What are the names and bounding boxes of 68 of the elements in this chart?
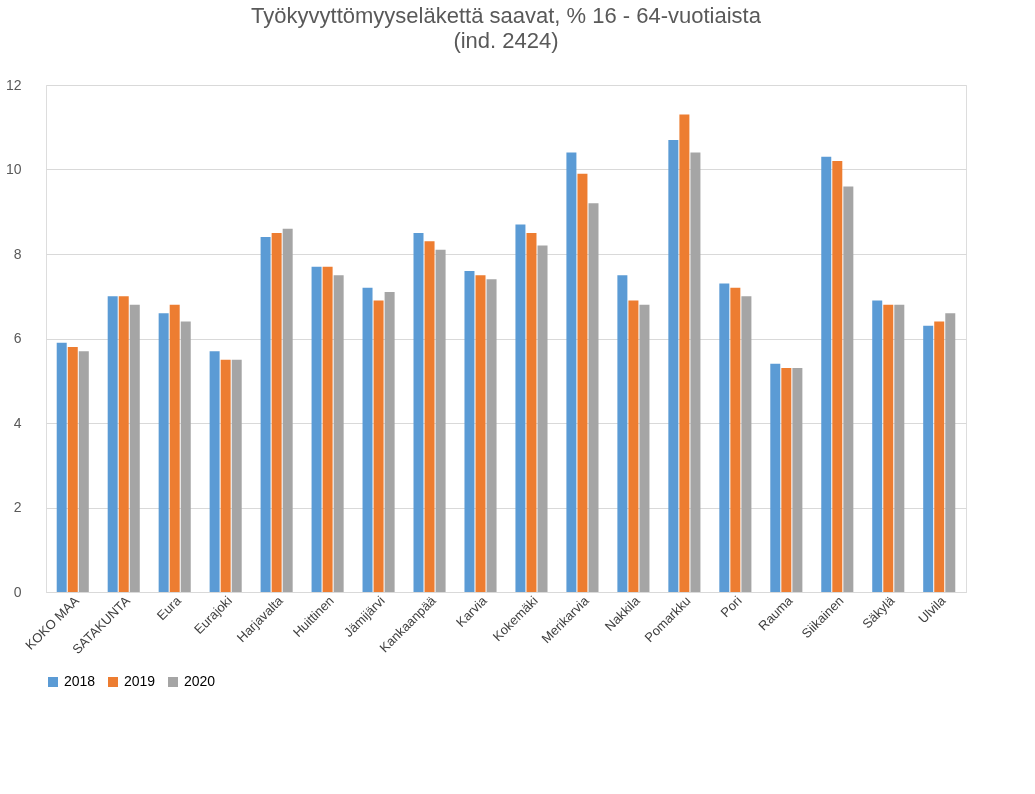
- bar: [169, 304, 180, 592]
- bar: [362, 287, 373, 592]
- bar: [282, 228, 293, 592]
- bar: [639, 304, 650, 592]
- y-tick-label: 6: [13, 330, 22, 346]
- bar: [741, 296, 752, 592]
- x-tick-label: Pori: [717, 593, 745, 621]
- bar: [566, 152, 577, 592]
- bar: [617, 275, 628, 592]
- y-tick-label: 10: [5, 161, 22, 177]
- bar: [333, 275, 344, 592]
- bar: [537, 245, 548, 592]
- y-tick-label: 4: [13, 414, 22, 431]
- bar: [730, 287, 741, 592]
- bar: [719, 283, 730, 592]
- bar: [209, 351, 220, 592]
- bar: [271, 232, 282, 592]
- chart-title: Työkyvyttömyyseläkettä saavat, % 16 - 64-vuotiaista: [251, 3, 762, 28]
- bar: [67, 346, 78, 592]
- bar: [923, 325, 934, 592]
- bar: [668, 139, 679, 592]
- y-tick-label: 8: [13, 245, 22, 262]
- bar: [945, 313, 956, 592]
- bar: [107, 296, 118, 592]
- bar: [515, 224, 526, 592]
- bar: [770, 363, 781, 592]
- bar: [843, 186, 854, 592]
- bar: [260, 237, 271, 592]
- bar: [118, 296, 129, 592]
- chart-subtitle: (ind. 2424): [453, 28, 559, 53]
- bar: [78, 351, 89, 592]
- bar: [832, 161, 843, 592]
- bar: [679, 114, 690, 592]
- legend-label: 2020: [184, 673, 216, 689]
- bar: [577, 173, 588, 592]
- bar: [792, 368, 803, 592]
- bar: [311, 266, 322, 592]
- bar: [821, 156, 832, 592]
- bar: [158, 313, 169, 592]
- bar: [56, 342, 67, 592]
- bar: [220, 359, 231, 592]
- legend-label: 2019: [124, 673, 156, 689]
- x-tick-label: Eura: [153, 592, 185, 624]
- legend-label: 2018: [64, 673, 96, 689]
- bar: [526, 232, 537, 592]
- bar: [872, 300, 883, 592]
- bar: [464, 270, 475, 592]
- y-tick-label: 12: [5, 76, 22, 93]
- bar: [373, 300, 384, 592]
- bar: [690, 152, 701, 592]
- bar: [413, 232, 424, 592]
- bar: [781, 368, 792, 592]
- bar: [486, 279, 497, 592]
- bar: [934, 321, 945, 592]
- y-tick-label: 2: [13, 499, 22, 515]
- bar: [883, 304, 894, 592]
- bar: [475, 275, 486, 592]
- bar: [424, 241, 435, 592]
- bar: [129, 304, 140, 592]
- y-tick-label: 0: [13, 583, 22, 600]
- bar: [628, 300, 639, 592]
- bar: [588, 203, 599, 592]
- bar: [435, 249, 446, 592]
- bar: [894, 304, 905, 592]
- bar: [322, 266, 333, 592]
- bar: [180, 321, 191, 592]
- bar: [384, 292, 395, 592]
- bar: [231, 359, 242, 592]
